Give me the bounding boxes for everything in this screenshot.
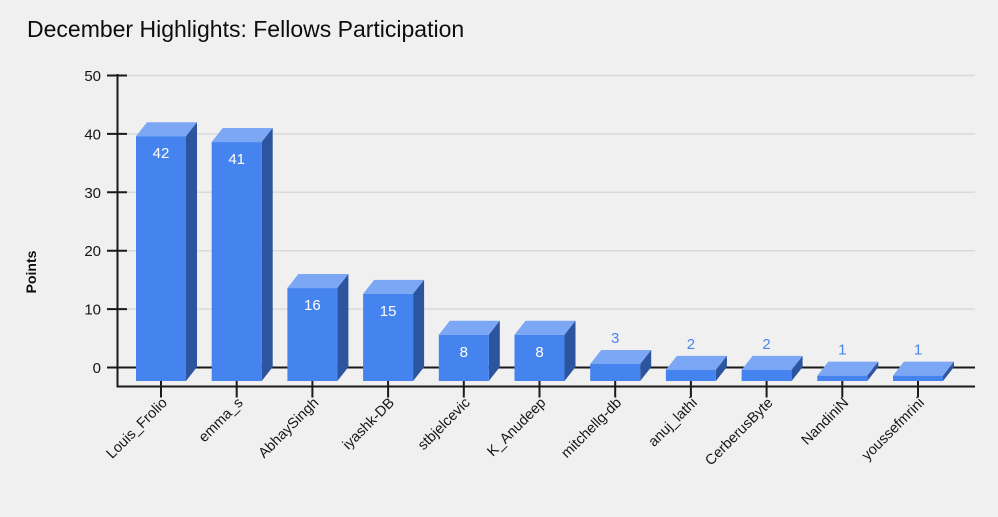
bar-value-label: 1: [838, 342, 846, 359]
bar-side-face: [564, 320, 576, 381]
y-tick-label: 50: [84, 68, 101, 85]
bar-front-face: [363, 293, 414, 381]
bar-side-face: [413, 279, 425, 381]
bar-value-label: 2: [687, 336, 695, 353]
bar-top-face: [741, 355, 803, 370]
bar-CerberusByte: [741, 355, 803, 381]
x-category-label: CerberusByte: [702, 395, 776, 469]
bar-front-face: [665, 369, 716, 381]
bar-Louis_Frolio: [136, 122, 197, 381]
y-axis-title: Points: [23, 250, 39, 294]
bar-top-face: [211, 128, 273, 143]
x-category-label: youssefmrini: [859, 395, 928, 464]
bar-front-face: [893, 375, 943, 381]
bar-stbjelcevic: [438, 320, 500, 381]
bar-value-label: 16: [304, 297, 321, 314]
bar-side-face: [261, 128, 273, 381]
bar-top-face: [817, 361, 879, 376]
x-category-label: NandiniN: [799, 395, 852, 448]
y-tick-label: 40: [84, 126, 101, 143]
x-category-label: emma_s: [196, 395, 247, 446]
bar-emma_s: [211, 128, 273, 381]
bar-side-face: [867, 361, 879, 381]
bar-youssefmrini: [893, 361, 954, 381]
bar-side-face: [791, 355, 803, 381]
bar-top-face: [438, 320, 500, 335]
x-category-label: stbjelcevic: [415, 395, 474, 454]
bar-value-label: 3: [611, 330, 619, 347]
bar-top-face: [590, 349, 652, 364]
y-tick-label: 10: [84, 302, 101, 319]
bar-AbhaySingh: [287, 274, 349, 381]
bar-top-face: [363, 279, 425, 294]
bar-top-face: [893, 361, 954, 376]
bar-value-label: 41: [228, 151, 245, 168]
bar-value-label: 8: [535, 344, 543, 361]
x-category-label: iyashk-DB: [340, 395, 398, 453]
x-category-label: Louis_Frolio: [104, 395, 171, 462]
bar-top-face: [287, 274, 349, 289]
x-category-label: anuj_lathi: [646, 395, 701, 450]
bar-NandiniN: [817, 361, 879, 381]
bar-front-face: [817, 375, 868, 381]
chart-title: December Highlights: Fellows Participati…: [27, 16, 465, 42]
bar-value-label: 8: [460, 344, 468, 361]
bar-side-face: [488, 320, 500, 381]
x-category-label: mitchellg-db: [558, 395, 625, 462]
bar-side-face: [186, 122, 197, 381]
bar-front-face: [211, 142, 262, 381]
bar-value-label: 42: [153, 145, 170, 162]
bar-value-label: 1: [914, 342, 922, 359]
bar-top-face: [136, 122, 197, 137]
bar-K_Anudeep: [514, 320, 576, 381]
bar-top-face: [665, 355, 727, 370]
bar-side-face: [943, 361, 954, 381]
bar-front-face: [136, 136, 186, 381]
bar-front-face: [590, 363, 641, 381]
bar-iyashk-DB: [363, 279, 425, 381]
bar-mitchellg-db: [590, 349, 652, 381]
x-category-label: K_Anudeep: [484, 395, 549, 460]
y-tick-label: 20: [84, 243, 101, 260]
bar-front-face: [741, 369, 792, 381]
bar-anuj_lathi: [665, 355, 727, 381]
bar-side-face: [337, 274, 349, 381]
bar-side-face: [640, 349, 652, 381]
bar-front-face: [287, 288, 338, 381]
bar-value-label: 2: [762, 336, 770, 353]
bar-value-label: 15: [380, 303, 397, 320]
bar-side-face: [715, 355, 727, 381]
x-category-label: AbhaySingh: [256, 395, 323, 462]
y-tick-label: 30: [84, 185, 101, 202]
bar-front-face: [514, 334, 565, 381]
bar-top-face: [514, 320, 576, 335]
y-tick-label: 0: [93, 360, 101, 377]
bar-front-face: [438, 334, 489, 381]
